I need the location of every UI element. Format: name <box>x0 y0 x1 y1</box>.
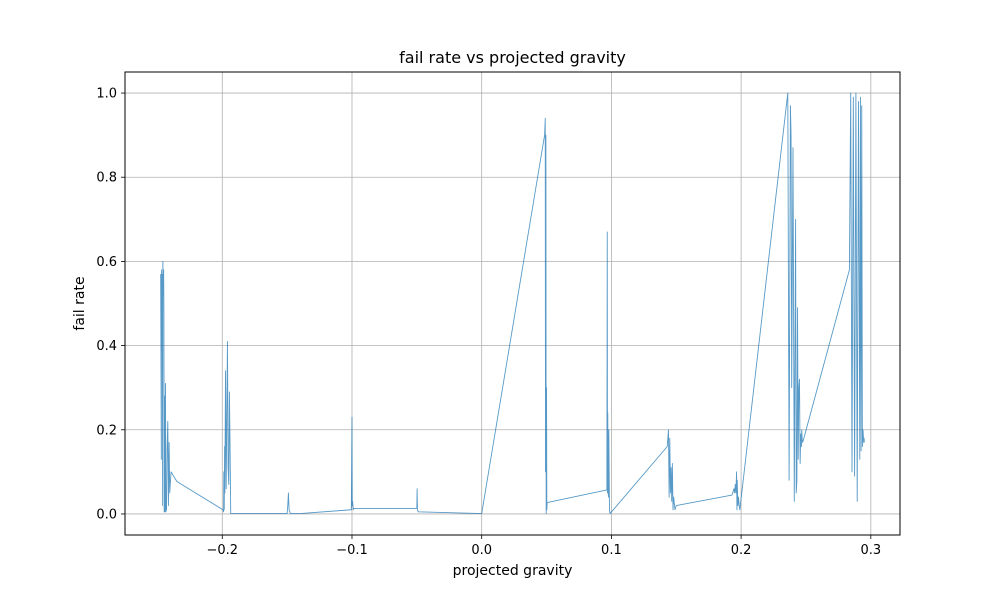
y-tick-label: 0.4 <box>96 339 117 354</box>
x-tick-label: 0.3 <box>860 543 881 558</box>
x-tick-label: 0.1 <box>601 543 622 558</box>
chart-title: fail rate vs projected gravity <box>399 48 626 67</box>
x-tick-label: 0.2 <box>731 543 752 558</box>
x-tick-label: −0.2 <box>206 543 238 558</box>
y-tick-label: 0.2 <box>96 423 117 438</box>
y-axis-label: fail rate <box>72 276 88 330</box>
y-tick-label: 0.6 <box>96 255 117 270</box>
plot-series <box>160 92 865 514</box>
x-tick-label: −0.1 <box>336 543 368 558</box>
y-tick-label: 0.8 <box>96 171 117 186</box>
plot-frame <box>124 71 901 536</box>
x-tick-label: 0.0 <box>471 543 492 558</box>
axis-ticks: −0.2 −0.1 0.0 0.1 0.2 0.3 0.0 0.2 0.4 0.6 0.8 1.0 <box>96 87 881 558</box>
y-tick-label: 0.0 <box>96 507 117 522</box>
series-line-0 <box>160 92 865 514</box>
x-axis-label: projected gravity <box>453 563 573 579</box>
y-tick-label: 1.0 <box>96 87 117 102</box>
